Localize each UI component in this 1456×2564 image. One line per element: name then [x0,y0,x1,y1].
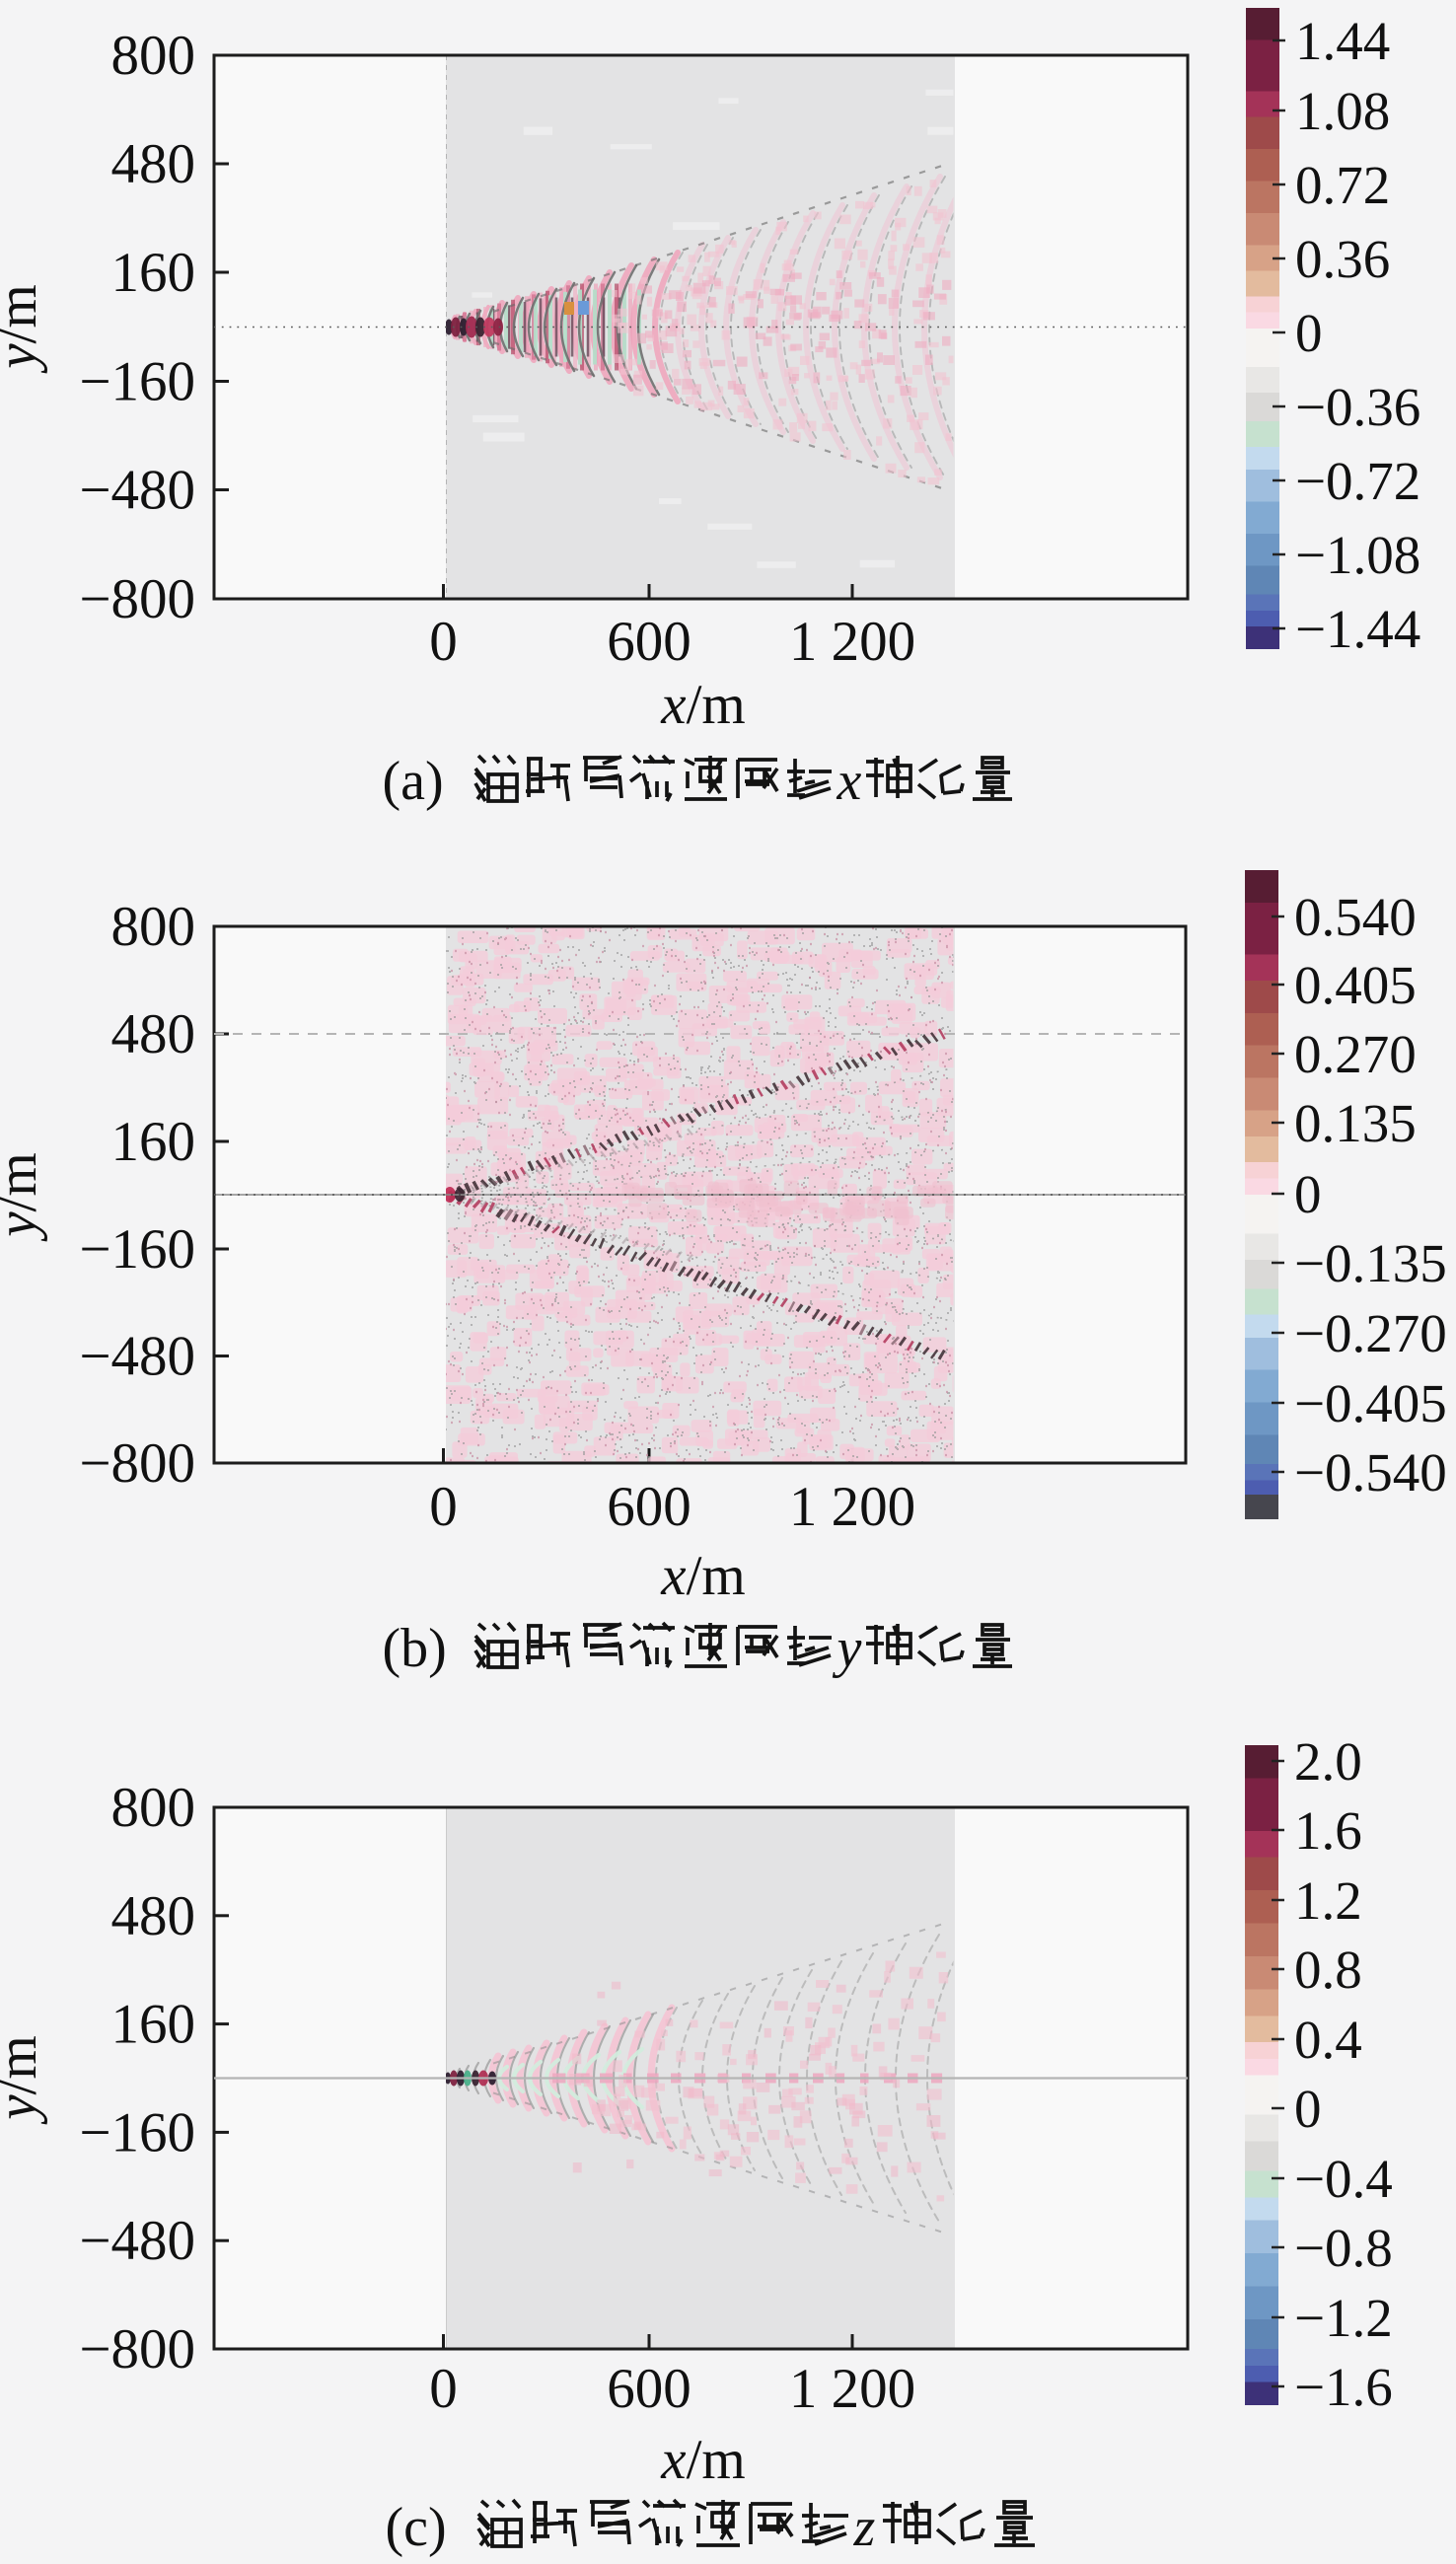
svg-text:y: y [833,1618,862,1679]
svg-text:0.270: 0.270 [1294,1024,1417,1084]
svg-text:800: 800 [111,896,196,958]
svg-text:160: 160 [111,242,196,304]
svg-text:480: 480 [111,1003,196,1065]
svg-text:−800: −800 [79,2318,195,2381]
svg-text:−1.6: −1.6 [1294,2357,1393,2417]
svg-text:x: x [837,751,862,812]
svg-text:−0.8: −0.8 [1294,2218,1393,2278]
svg-text:x/m: x/m [660,2429,746,2491]
svg-text:−0.4: −0.4 [1294,2149,1393,2209]
svg-text:−800: −800 [79,1432,195,1495]
svg-text:0: 0 [1294,1164,1322,1224]
svg-text:0: 0 [429,1476,458,1538]
svg-text:0: 0 [1295,303,1323,363]
svg-text:−160: −160 [79,2101,195,2163]
svg-text:1.2: 1.2 [1294,1870,1362,1931]
svg-text:−0.135: −0.135 [1294,1233,1447,1293]
svg-text:1 200: 1 200 [789,1476,915,1538]
svg-text:0: 0 [429,2358,458,2420]
svg-text:y/m: y/m [0,2035,48,2125]
svg-text:x/m: x/m [660,1545,746,1607]
svg-text:−0.72: −0.72 [1295,451,1420,511]
svg-text:1 200: 1 200 [789,2358,915,2420]
svg-text:800: 800 [111,25,196,87]
svg-text:−1.08: −1.08 [1295,525,1420,585]
svg-text:−480: −480 [79,460,195,522]
svg-text:y/m: y/m [0,1152,48,1242]
svg-text:0: 0 [429,611,458,673]
svg-text:−1.44: −1.44 [1295,599,1420,659]
svg-text:(c): (c) [386,2497,447,2558]
svg-text:−0.540: −0.540 [1294,1442,1447,1502]
svg-text:(b): (b) [383,1618,447,1679]
svg-text:0.8: 0.8 [1294,1940,1362,2000]
svg-text:−160: −160 [79,1218,195,1281]
svg-text:−0.405: −0.405 [1294,1373,1447,1433]
svg-text:1.44: 1.44 [1295,11,1390,71]
svg-text:z: z [853,2497,876,2558]
svg-text:x/m: x/m [660,674,746,736]
svg-text:0.405: 0.405 [1294,955,1417,1015]
svg-text:1 200: 1 200 [789,611,915,673]
svg-text:(a): (a) [383,751,444,812]
svg-text:1.6: 1.6 [1294,1800,1362,1861]
svg-text:0.4: 0.4 [1294,2010,1362,2070]
svg-text:600: 600 [607,1476,692,1538]
svg-text:−0.36: −0.36 [1295,377,1420,437]
svg-text:0.540: 0.540 [1294,887,1417,947]
svg-text:600: 600 [607,2358,692,2420]
svg-text:−480: −480 [79,1326,195,1388]
svg-text:0.72: 0.72 [1295,155,1390,215]
svg-text:−800: −800 [79,568,195,630]
svg-text:−1.2: −1.2 [1294,2288,1393,2348]
svg-text:800: 800 [111,1777,196,1839]
svg-text:0: 0 [1294,2079,1322,2139]
svg-text:480: 480 [111,133,196,195]
svg-text:−0.270: −0.270 [1294,1303,1447,1363]
svg-text:1.08: 1.08 [1295,81,1390,141]
svg-text:y/m: y/m [0,284,48,374]
svg-text:600: 600 [607,611,692,673]
svg-text:480: 480 [111,1885,196,1947]
svg-text:160: 160 [111,1111,196,1173]
svg-text:160: 160 [111,1994,196,2056]
svg-text:0.135: 0.135 [1294,1093,1417,1153]
svg-text:−480: −480 [79,2210,195,2272]
svg-text:2.0: 2.0 [1294,1731,1362,1792]
svg-text:−160: −160 [79,351,195,413]
svg-text:0.36: 0.36 [1295,229,1390,289]
